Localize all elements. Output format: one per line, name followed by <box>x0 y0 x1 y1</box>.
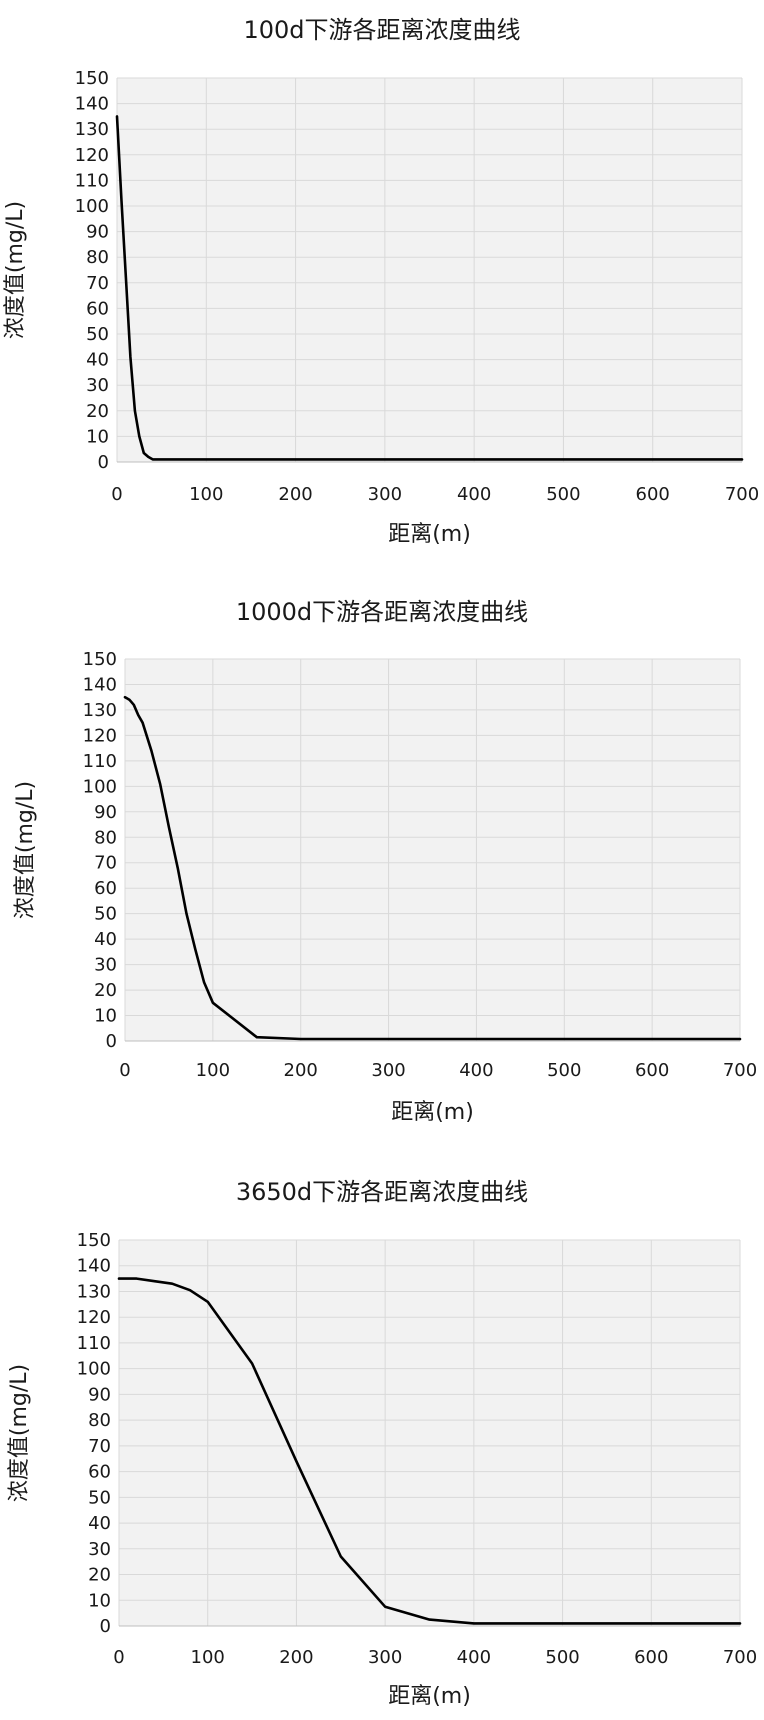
x-tick-label: 400 <box>457 484 491 505</box>
x-tick-label: 500 <box>547 1060 581 1081</box>
y-tick-label: 150 <box>83 649 117 670</box>
chart-2: 1000d下游各距离浓度曲线 0 10 20 30 40 50 60 70 80 90 100 110 1… <box>13 598 757 1125</box>
x-tick-label: 500 <box>545 1647 579 1668</box>
x-tick-label: 200 <box>279 1647 313 1668</box>
y-tick-label: 10 <box>86 426 109 447</box>
y-tick-label: 80 <box>94 827 117 848</box>
x-tick-label: 400 <box>457 1647 491 1668</box>
y-axis-label: 浓度值(mg/L) <box>13 781 38 919</box>
series-line-1 <box>115 115 744 461</box>
y-tick-label: 120 <box>83 725 117 746</box>
y-tick-label: 10 <box>94 1006 117 1027</box>
y-tick-label: 100 <box>83 776 117 797</box>
y-tick-label: 80 <box>88 1410 111 1431</box>
x-tick-label: 400 <box>459 1060 493 1081</box>
x-tick-label: 700 <box>723 1647 757 1668</box>
y-tick-label: 50 <box>94 904 117 925</box>
x-tick-label: 0 <box>113 1647 124 1668</box>
y-tick-label: 20 <box>94 980 117 1001</box>
x-tick-label: 300 <box>368 484 402 505</box>
y-tick-label: 110 <box>77 1333 111 1354</box>
chart-title: 3650d下游各距离浓度曲线 <box>236 1178 528 1206</box>
y-tick-label: 110 <box>83 751 117 772</box>
x-tick-label: 700 <box>725 484 759 505</box>
chart-1: 100d下游各距离浓度曲线 0 10 20 30 40 50 60 70 80 90 100 110 12… <box>3 16 759 547</box>
y-tick-label: 70 <box>94 853 117 874</box>
y-tick-label: 0 <box>100 1616 111 1637</box>
y-tick-label: 80 <box>86 247 109 268</box>
y-tick-label: 40 <box>86 350 109 371</box>
y-tick-label: 20 <box>88 1565 111 1586</box>
x-tick-label: 0 <box>111 484 122 505</box>
y-tick-label: 130 <box>83 700 117 721</box>
series-line-1 <box>123 695 742 1041</box>
x-tick-label: 100 <box>191 1647 225 1668</box>
y-tick-label: 50 <box>88 1487 111 1508</box>
y-tick-label: 70 <box>88 1436 111 1457</box>
y-tick-label: 110 <box>75 170 109 191</box>
x-tick-label: 600 <box>636 484 670 505</box>
x-axis-label: 距离(m) <box>391 1100 474 1125</box>
y-tick-label: 90 <box>86 222 109 243</box>
y-tick-label: 140 <box>75 94 109 115</box>
series-line-1 <box>117 1277 742 1625</box>
x-tick-label: 700 <box>723 1060 757 1081</box>
y-tick-label: 100 <box>77 1359 111 1380</box>
y-tick-label: 150 <box>77 1230 111 1251</box>
x-tick-label: 200 <box>278 484 312 505</box>
y-axis-label: 浓度值(mg/L) <box>7 1364 32 1502</box>
y-tick-label: 30 <box>86 375 109 396</box>
y-axis-label: 浓度值(mg/L) <box>3 201 28 339</box>
y-tick-label: 30 <box>94 955 117 976</box>
y-tick-label: 60 <box>86 298 109 319</box>
y-tick-label: 60 <box>94 878 117 899</box>
chart-3: 3650d下游各距离浓度曲线 0 10 20 30 40 50 60 70 80 90 100 110 1… <box>7 1178 757 1709</box>
y-tick-label: 140 <box>83 674 117 695</box>
chart-title: 1000d下游各距离浓度曲线 <box>236 598 528 626</box>
x-axis-label: 距离(m) <box>388 1684 471 1709</box>
x-axis-label: 距离(m) <box>388 522 471 547</box>
x-tick-label: 0 <box>119 1060 130 1081</box>
y-tick-label: 20 <box>86 401 109 422</box>
y-tick-label: 30 <box>88 1539 111 1560</box>
x-tick-label: 500 <box>546 484 580 505</box>
chart-title: 100d下游各距离浓度曲线 <box>243 16 520 44</box>
y-tick-label: 130 <box>75 119 109 140</box>
y-tick-label: 130 <box>77 1281 111 1302</box>
y-tick-label: 60 <box>88 1462 111 1483</box>
y-tick-label: 0 <box>98 452 109 473</box>
x-tick-label: 300 <box>368 1647 402 1668</box>
y-tick-label: 10 <box>88 1590 111 1611</box>
x-tick-label: 600 <box>635 1060 669 1081</box>
y-tick-label: 70 <box>86 273 109 294</box>
y-tick-label: 40 <box>88 1513 111 1534</box>
plot-area <box>125 659 740 1041</box>
y-tick-label: 0 <box>106 1031 117 1052</box>
x-tick-label: 200 <box>284 1060 318 1081</box>
x-tick-label: 100 <box>189 484 223 505</box>
y-tick-label: 100 <box>75 196 109 217</box>
x-tick-label: 100 <box>196 1060 230 1081</box>
y-tick-label: 120 <box>77 1307 111 1328</box>
y-tick-label: 90 <box>88 1384 111 1405</box>
plot-area <box>119 1240 740 1626</box>
y-tick-label: 90 <box>94 802 117 823</box>
y-tick-label: 40 <box>94 929 117 950</box>
x-tick-label: 300 <box>371 1060 405 1081</box>
plot-area <box>117 78 742 462</box>
x-tick-label: 600 <box>634 1647 668 1668</box>
y-tick-label: 50 <box>86 324 109 345</box>
y-tick-label: 120 <box>75 145 109 166</box>
y-tick-label: 140 <box>77 1256 111 1277</box>
y-tick-label: 150 <box>75 68 109 89</box>
